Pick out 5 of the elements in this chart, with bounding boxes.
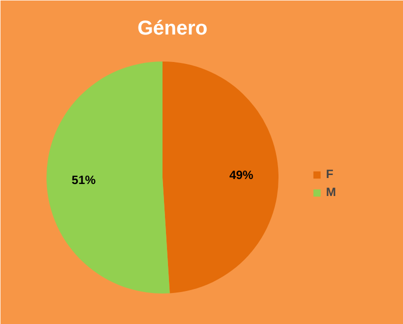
data-label: 51%	[72, 172, 96, 187]
chart-title: Género	[137, 18, 208, 40]
legend-label: F	[326, 167, 334, 181]
data-label: 49%	[229, 168, 254, 182]
legend-label: M	[326, 185, 337, 199]
